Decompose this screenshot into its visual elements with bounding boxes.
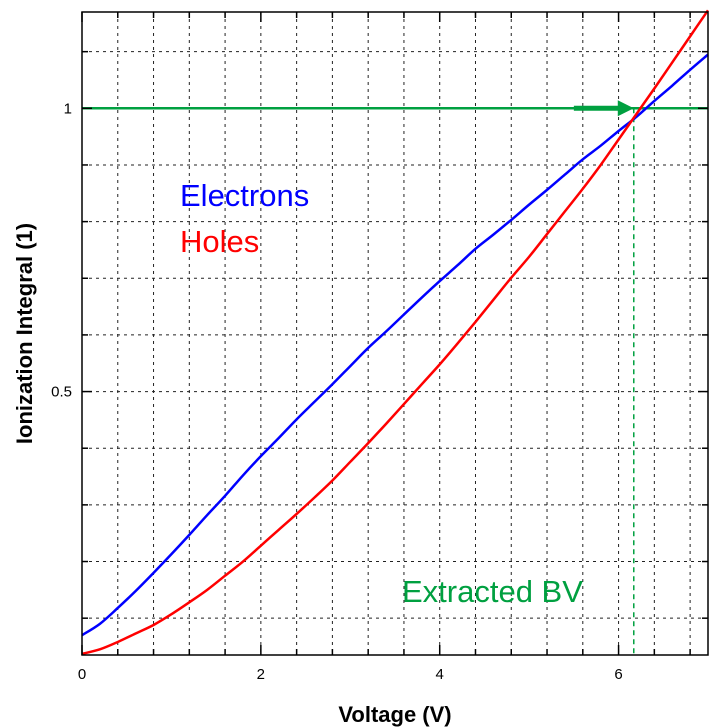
y-tick-label: 0.5	[51, 384, 72, 401]
tick-labels: 0 2 4 6 0.5 1	[51, 100, 623, 683]
annotation-extracted-bv: Extracted BV	[402, 574, 583, 609]
x-tick-label: 4	[436, 666, 444, 683]
x-tick-label: 2	[257, 666, 265, 683]
legend-entry-electrons: Electrons	[180, 178, 309, 213]
x-tick-label: 0	[78, 666, 86, 683]
series-line-holes	[81, 9, 710, 656]
x-tick-label: 6	[614, 666, 622, 683]
reference-lines	[82, 107, 708, 655]
series-line-electrons	[81, 53, 709, 637]
y-tick-label: 1	[64, 100, 72, 117]
grid	[82, 12, 708, 655]
x-axis-title: Voltage (V)	[338, 702, 451, 727]
y-axis-title: Ionization Integral (1)	[12, 223, 37, 444]
annotation-arrow	[573, 100, 634, 117]
legend-entry-holes: Holes	[180, 224, 259, 259]
plot-frame	[81, 11, 709, 656]
series	[81, 9, 710, 656]
arrow-head	[617, 100, 634, 117]
